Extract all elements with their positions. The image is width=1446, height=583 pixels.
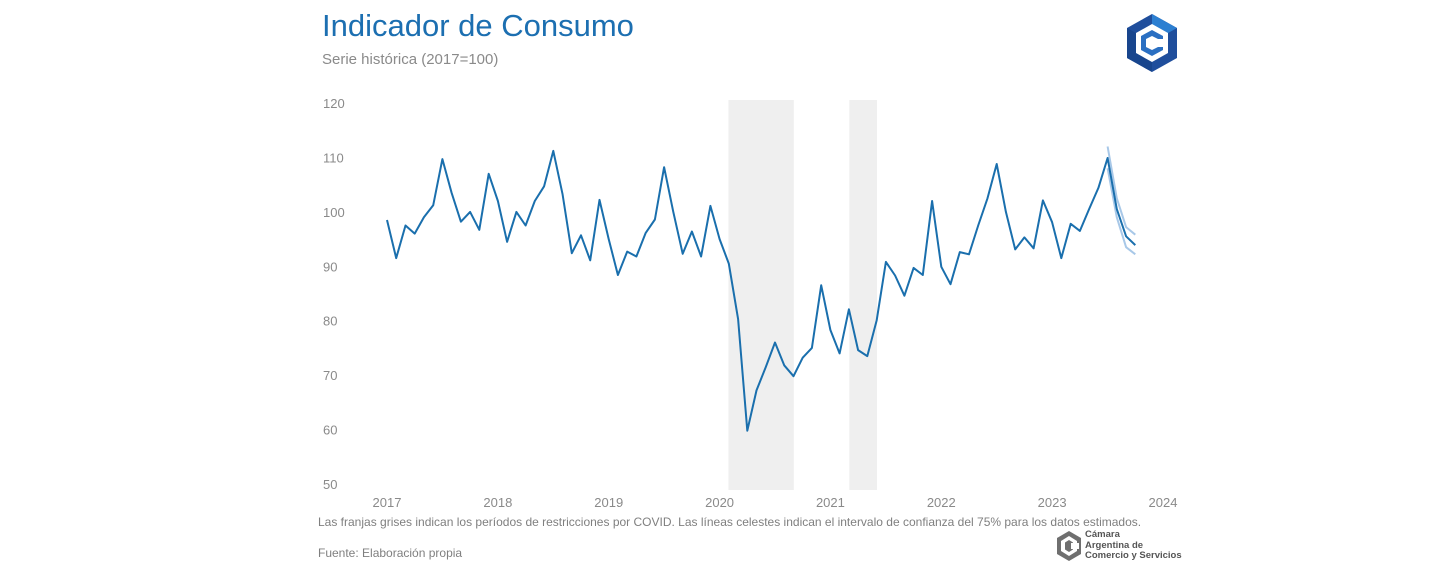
y-tick-label: 60 bbox=[323, 423, 337, 438]
chart-footnote: Las franjas grises indican los períodos … bbox=[318, 515, 1142, 529]
x-tick-label: 2017 bbox=[373, 495, 402, 510]
y-tick-label: 70 bbox=[323, 368, 337, 383]
x-axis-ticks: 2017 2018 2019 2020 2021 2022 2023 2024 bbox=[373, 495, 1178, 510]
chart-subtitle: Serie histórica (2017=100) bbox=[322, 51, 499, 68]
series-lines bbox=[386, 146, 1136, 432]
org-line: Argentina de bbox=[1085, 539, 1144, 551]
x-tick-label: 2024 bbox=[1149, 495, 1178, 510]
org-line: Comercio y Servicios bbox=[1085, 550, 1182, 562]
covid-restriction-shading bbox=[728, 100, 877, 490]
x-tick-label: 2020 bbox=[705, 495, 734, 510]
cac-hexagon-logo-icon bbox=[1127, 14, 1177, 72]
cac-footer-logo: Cámara Argentina de Comercio y Servicios bbox=[1056, 530, 1182, 562]
y-tick-label: 110 bbox=[323, 150, 344, 165]
x-tick-label: 2022 bbox=[927, 495, 956, 510]
x-tick-label: 2023 bbox=[1038, 495, 1067, 510]
confidence-interval-line bbox=[1106, 146, 1136, 236]
y-tick-label: 80 bbox=[323, 314, 337, 329]
cac-org-name: Cámara Argentina de Comercio y Servicios bbox=[1085, 530, 1182, 562]
consumption-index-line bbox=[386, 149, 1136, 432]
y-tick-label: 50 bbox=[323, 477, 337, 492]
x-tick-label: 2018 bbox=[483, 495, 512, 510]
confidence-interval-line bbox=[1106, 168, 1136, 256]
y-tick-label: 120 bbox=[323, 96, 345, 111]
y-tick-label: 90 bbox=[323, 259, 337, 274]
x-tick-label: 2019 bbox=[594, 495, 623, 510]
covid-shade-band bbox=[728, 100, 794, 490]
org-line: Cámara bbox=[1085, 529, 1120, 541]
y-axis-ticks: 50 60 70 80 90 100 110 120 bbox=[323, 96, 345, 492]
covid-shade-band bbox=[849, 100, 877, 490]
y-tick-label: 100 bbox=[323, 205, 345, 220]
x-tick-label: 2021 bbox=[816, 495, 845, 510]
chart-title: Indicador de Consumo bbox=[322, 8, 634, 43]
chart-source: Fuente: Elaboración propia bbox=[318, 546, 463, 560]
cac-logo-icon bbox=[1057, 531, 1081, 561]
